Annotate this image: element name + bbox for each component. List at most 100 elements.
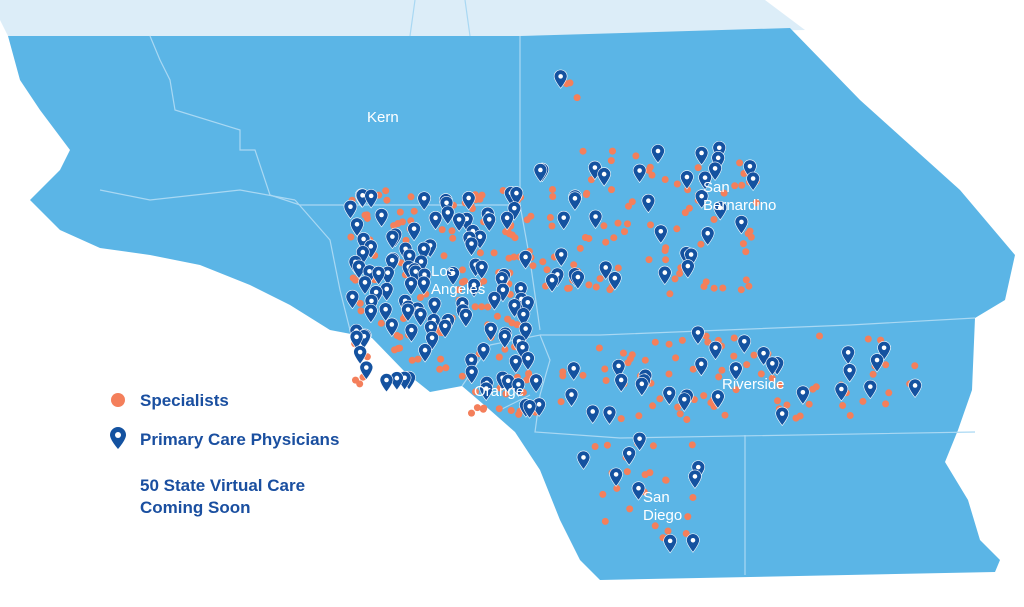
pcp-pin-hole bbox=[839, 386, 844, 392]
specialist-dot bbox=[635, 412, 643, 420]
pcp-pin bbox=[632, 431, 647, 452]
pcp-pin-hole bbox=[409, 327, 414, 333]
pcp-pin-hole bbox=[418, 259, 424, 264]
pcp-pin-hole bbox=[433, 215, 438, 221]
pcp-pin-hole bbox=[618, 377, 624, 383]
specialist-dot bbox=[662, 256, 670, 264]
specialist-dot bbox=[361, 211, 369, 219]
pcp-pin-hole bbox=[692, 474, 698, 479]
region-label-line: Kern bbox=[367, 109, 399, 126]
specialist-dot bbox=[665, 370, 673, 378]
specialist-dot bbox=[566, 79, 574, 87]
pcp-pin-hole bbox=[593, 214, 598, 219]
pcp-pin-hole bbox=[637, 436, 642, 441]
specialist-dot bbox=[610, 234, 618, 242]
pcp-pin-hole bbox=[486, 217, 492, 222]
pcp-pin bbox=[416, 275, 431, 296]
specialist-dot bbox=[647, 221, 654, 229]
pcp-pin-hole bbox=[384, 286, 389, 292]
specialist-dot bbox=[582, 191, 590, 198]
pcp-pin bbox=[533, 163, 548, 183]
specialist-dot bbox=[579, 147, 587, 155]
pcp-pin-hole bbox=[561, 215, 567, 220]
specialist-dot bbox=[613, 484, 621, 492]
region-label-line: Bernardino bbox=[703, 197, 776, 214]
pcp-pin bbox=[631, 481, 646, 501]
northern-area bbox=[0, 0, 805, 36]
specialist-dot bbox=[665, 340, 673, 348]
specialist-dot bbox=[768, 374, 776, 382]
specialist-dot bbox=[600, 222, 608, 230]
pcp-pin-hole bbox=[512, 205, 517, 211]
pcp-pin bbox=[713, 201, 728, 221]
pcp-pin bbox=[518, 250, 533, 270]
pcp-pin bbox=[529, 373, 543, 393]
specialist-dot bbox=[396, 208, 404, 216]
pcp-pin-hole bbox=[390, 234, 395, 239]
pcp-pin bbox=[588, 209, 603, 229]
specialist-dot bbox=[662, 476, 670, 484]
pcp-pin bbox=[364, 189, 378, 209]
pcp-pin-hole bbox=[705, 230, 710, 236]
pcp-pin bbox=[622, 446, 636, 466]
specialist-dot bbox=[495, 405, 503, 413]
specialist-dot bbox=[608, 186, 615, 194]
pcp-pin bbox=[746, 171, 760, 191]
pcp-pin bbox=[413, 307, 428, 327]
pcp-pin-hole bbox=[521, 311, 526, 317]
pcp-pin bbox=[404, 276, 418, 296]
pcp-pin bbox=[459, 308, 473, 328]
pcp-pin-hole bbox=[518, 285, 524, 291]
pcp-pin-hole bbox=[717, 205, 723, 211]
pcp-pin-hole bbox=[514, 190, 519, 196]
specialist-dot bbox=[676, 270, 684, 277]
pcp-pin bbox=[737, 334, 752, 354]
pcp-pin bbox=[497, 329, 512, 349]
pcp-pin bbox=[364, 303, 378, 324]
specialist-dot bbox=[461, 277, 469, 285]
pcp-pin-hole bbox=[481, 346, 486, 352]
specialist-dot bbox=[715, 373, 723, 381]
specialist-dot bbox=[617, 415, 625, 423]
pcp-pin bbox=[681, 259, 695, 279]
specialist-dot bbox=[437, 355, 445, 363]
specialist-dot bbox=[885, 389, 893, 397]
pcp-pin-hole bbox=[747, 163, 753, 169]
pcp-pin-hole bbox=[442, 323, 448, 329]
pcp-pin bbox=[378, 302, 393, 322]
legend-primary-care: Primary Care Physicians bbox=[140, 430, 339, 449]
specialist-dot bbox=[645, 256, 653, 264]
region-label: Riverside bbox=[722, 376, 785, 393]
specialist-dot bbox=[816, 332, 823, 340]
pcp-pin bbox=[576, 450, 591, 470]
specialist-dot bbox=[720, 189, 728, 197]
pcp-pin bbox=[700, 226, 715, 246]
pcp-pin-hole bbox=[525, 355, 531, 361]
specialist-dot bbox=[681, 209, 689, 217]
pcp-pin-hole bbox=[525, 300, 531, 305]
specialist-dot bbox=[609, 147, 616, 155]
specialist-dot bbox=[666, 290, 674, 298]
pcp-pin-hole bbox=[569, 392, 574, 397]
specialist-dot bbox=[662, 244, 670, 252]
region-label-line: San bbox=[643, 489, 670, 506]
pcp-pin-hole bbox=[536, 402, 542, 407]
specialist-dot bbox=[448, 227, 456, 235]
pcp-pin-hole bbox=[389, 257, 395, 263]
specialist-dot bbox=[351, 276, 359, 284]
specialist-dot bbox=[356, 299, 364, 307]
pcp-pin-hole bbox=[712, 166, 718, 171]
pcp-pin bbox=[379, 282, 394, 302]
pcp-pin bbox=[417, 191, 431, 211]
specialist-dot bbox=[383, 196, 391, 204]
pcp-pin-hole bbox=[466, 195, 471, 201]
pcp-pin-hole bbox=[356, 264, 362, 269]
specialist-dot bbox=[602, 377, 610, 384]
specialist-dot bbox=[651, 522, 659, 530]
pcp-pin bbox=[350, 217, 364, 237]
specialist-dot bbox=[436, 365, 444, 373]
pcp-pin-hole bbox=[575, 274, 581, 280]
region-label: Kern bbox=[367, 109, 399, 126]
pcp-pin bbox=[371, 265, 386, 286]
pcp-pin-hole bbox=[646, 198, 651, 204]
